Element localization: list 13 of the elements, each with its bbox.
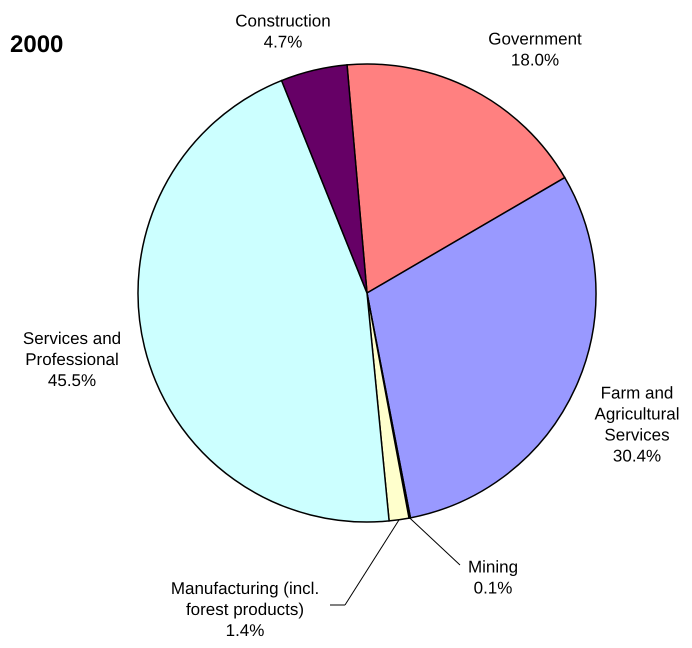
slice-label: Government	[488, 30, 582, 48]
data-label: 0.1%	[474, 578, 512, 598]
text: 2000	[10, 31, 64, 58]
data-label: 4.7%	[264, 32, 302, 52]
legend-label: Manufacturing (incl. forest products)	[170, 579, 320, 619]
data-label: 1.4%	[226, 621, 264, 640]
data-label: 45.5%	[48, 371, 96, 390]
data-label: 30.4%	[612, 446, 662, 466]
slice-label: Farm and Agricultural Services	[594, 384, 680, 444]
slice-label: Services and Professional	[22, 329, 122, 369]
slice-label: Mining	[468, 558, 518, 576]
slice-label: Construction	[235, 12, 331, 30]
data-label: 18.0%	[510, 50, 560, 70]
